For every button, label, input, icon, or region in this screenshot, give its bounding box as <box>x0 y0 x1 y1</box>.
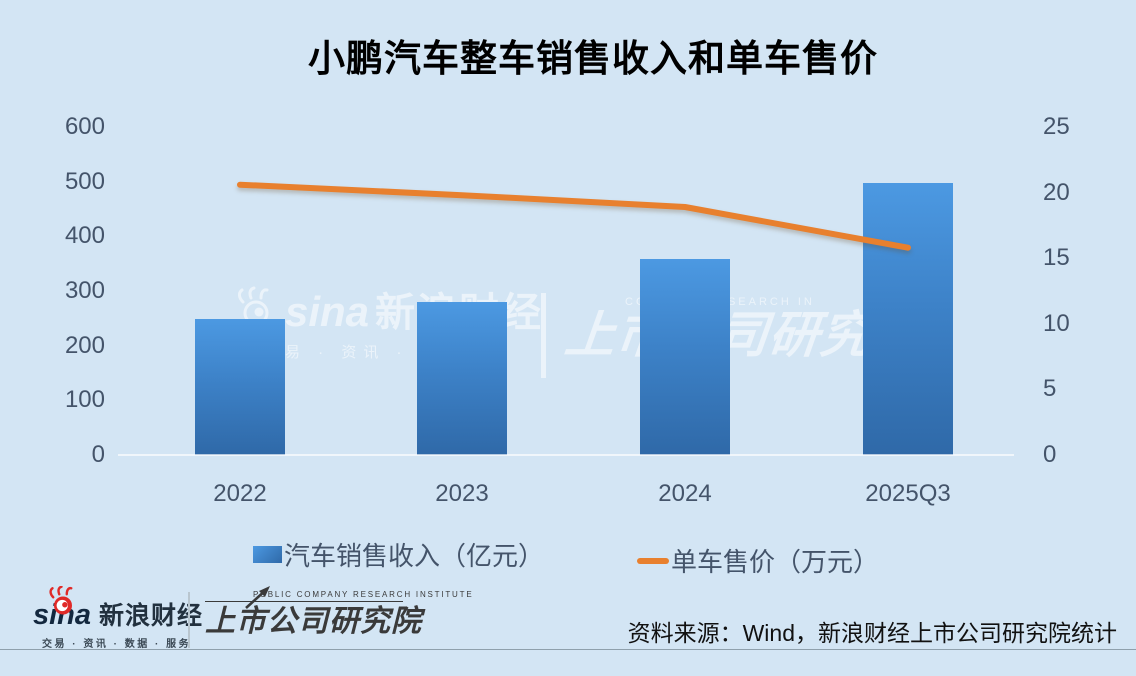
sina-eye-watermark-icon <box>233 286 279 333</box>
legend-item-price: 单车售价（万元） <box>637 542 879 579</box>
y-axis-tick-left-200: 200 <box>64 331 105 359</box>
logo-separator <box>188 592 190 648</box>
y-axis-tick-left-500: 500 <box>64 167 105 195</box>
bar-2024 <box>640 259 730 455</box>
sina-tagline: 交易 · 资讯 · 数据 · 服务 <box>42 639 192 650</box>
y-axis-tick-right-15: 15 <box>1043 244 1070 272</box>
y-axis-tick-right-25: 25 <box>1043 113 1070 140</box>
x-axis-label-2023: 2023 <box>435 480 489 507</box>
data-source-note: 资料来源：Wind，新浪财经上市公司研究院统计 <box>627 620 1117 646</box>
x-axis-label-2025Q3: 2025Q3 <box>865 480 951 507</box>
footer-divider-line <box>0 649 1136 650</box>
watermark-brand-text: sina <box>285 288 370 335</box>
watermark-tagline: 易 · 资讯 · 数 <box>285 344 442 361</box>
y-axis-tick-left-300: 300 <box>64 277 105 304</box>
pcri-en-text: PUBLIC COMPANY RESEARCH INSTITUTE <box>205 590 472 602</box>
y-axis-tick-left-0: 0 <box>91 441 105 468</box>
y-axis-tick-right-10: 10 <box>1043 309 1070 337</box>
y-axis-tick-left-100: 100 <box>64 386 105 414</box>
pcri-cn-text: 上市公司研究院 <box>205 605 422 638</box>
y-axis-tick-left-400: 400 <box>64 222 105 250</box>
sina-cn-text: 新浪财经 <box>99 602 204 630</box>
legend-label-revenue: 汽车销售收入（亿元） <box>284 541 545 571</box>
arrow-up-icon <box>243 584 273 615</box>
legend-bar-swatch <box>253 546 282 563</box>
x-axis-baseline <box>118 454 1014 456</box>
y-axis-tick-left-600: 600 <box>64 113 105 140</box>
x-axis-label-2022: 2022 <box>213 480 267 507</box>
bar-2023 <box>417 301 507 455</box>
price-line <box>237 181 911 251</box>
y-axis-tick-right-0: 0 <box>1043 441 1057 468</box>
watermark-divider <box>541 293 546 378</box>
chart-title: 小鹏汽车整车销售收入和单车售价 <box>308 38 878 79</box>
legend-label-price: 单车售价（万元） <box>671 547 880 577</box>
x-axis-label-2024: 2024 <box>658 480 712 507</box>
bar-2022 <box>195 319 285 455</box>
legend-line-swatch <box>637 557 669 564</box>
legend-item-revenue: 汽车销售收入（亿元） <box>253 536 544 573</box>
pcri-logo: PUBLIC COMPANY RESEARCH INSTITUTE 上市公司研究… <box>205 586 472 640</box>
sina-eye-icon <box>46 585 80 621</box>
bar-2025Q3 <box>863 183 953 455</box>
sina-finance-logo: sina 新浪财经 交易 · 资讯 · 数据 · 服务 <box>33 585 203 650</box>
y-axis-tick-right-20: 20 <box>1043 178 1070 206</box>
y-axis-tick-right-5: 5 <box>1043 375 1057 403</box>
